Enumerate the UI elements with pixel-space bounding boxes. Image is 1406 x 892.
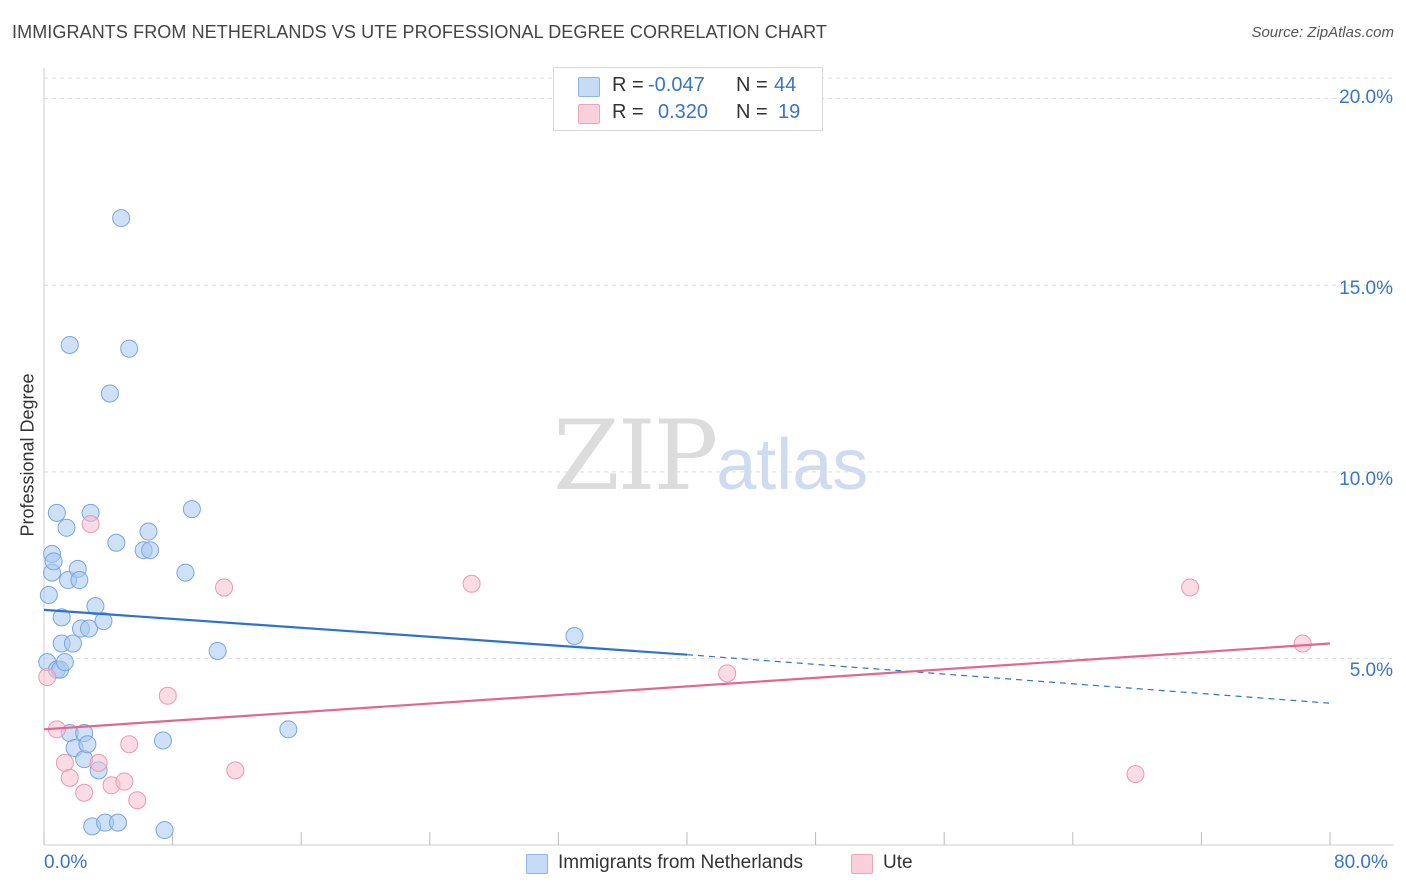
point-netherlands xyxy=(112,209,131,228)
legend-swatch-blue xyxy=(578,77,600,97)
source-credit: Source: ZipAtlas.com xyxy=(1251,24,1394,41)
watermark: ZIPatlas xyxy=(553,400,868,512)
point-ute xyxy=(158,686,177,705)
legend-swatch-blue xyxy=(526,854,548,874)
legend-swatch-pink xyxy=(578,104,600,124)
watermark-zip: ZIP xyxy=(553,400,718,512)
legend-n-value: 19 xyxy=(778,101,801,123)
point-ute xyxy=(1126,765,1145,784)
point-netherlands xyxy=(155,821,174,840)
point-ute xyxy=(215,578,234,597)
point-ute xyxy=(89,753,108,772)
point-netherlands xyxy=(107,533,126,552)
watermark-atlas: atlas xyxy=(716,425,869,505)
x-tick-label: 0.0% xyxy=(44,852,88,873)
point-netherlands xyxy=(70,571,89,590)
point-netherlands xyxy=(55,653,74,672)
point-ute xyxy=(75,783,94,802)
chart-title: IMMIGRANTS FROM NETHERLANDS VS UTE PROFE… xyxy=(12,22,827,42)
point-ute xyxy=(60,768,79,787)
point-ute xyxy=(115,772,134,791)
x-tick-label: 80.0% xyxy=(1334,852,1388,873)
point-netherlands xyxy=(279,720,298,739)
legend-n-value: 44 xyxy=(774,74,797,96)
y-tick-label: 20.0% xyxy=(1339,87,1393,108)
trend-line-netherlands-extension xyxy=(686,654,1331,704)
point-netherlands xyxy=(47,503,66,522)
point-netherlands xyxy=(57,518,76,537)
point-netherlands xyxy=(139,522,158,541)
correlation-legend: R = -0.047 N = 44 R = 0.320 N = 19 xyxy=(553,67,823,131)
point-ute xyxy=(1293,634,1312,653)
legend-swatch-pink xyxy=(851,854,873,874)
legend-r-value: -0.047 xyxy=(648,74,705,96)
legend-label: Immigrants from Netherlands xyxy=(558,852,803,873)
point-ute xyxy=(226,761,245,780)
point-netherlands xyxy=(63,634,82,653)
point-netherlands xyxy=(52,608,71,627)
point-ute xyxy=(38,668,57,687)
legend-r-label: R = xyxy=(612,101,644,123)
point-ute xyxy=(81,515,100,534)
legend-r-label: R = xyxy=(612,74,644,96)
point-netherlands xyxy=(80,619,99,638)
point-netherlands xyxy=(182,500,201,519)
y-tick-label: 5.0% xyxy=(1349,660,1393,681)
point-netherlands xyxy=(39,585,58,604)
point-netherlands xyxy=(176,563,195,582)
y-tick-label: 10.0% xyxy=(1339,469,1393,490)
legend-n-label: N = xyxy=(736,74,768,96)
point-netherlands xyxy=(94,612,113,631)
point-ute xyxy=(120,735,139,754)
point-netherlands xyxy=(208,641,227,660)
point-netherlands xyxy=(60,335,79,354)
point-netherlands xyxy=(78,735,97,754)
point-ute xyxy=(128,791,147,810)
point-ute xyxy=(1181,578,1200,597)
point-netherlands xyxy=(141,541,160,560)
point-netherlands xyxy=(108,813,127,832)
point-netherlands xyxy=(565,627,584,646)
point-netherlands xyxy=(120,339,139,358)
point-netherlands xyxy=(86,597,105,616)
point-ute xyxy=(718,664,737,683)
point-netherlands xyxy=(100,384,119,403)
legend-n-label: N = xyxy=(736,101,768,123)
trend-line-netherlands xyxy=(43,608,688,656)
y-tick-label: 15.0% xyxy=(1339,278,1393,299)
point-ute xyxy=(462,574,481,593)
point-netherlands xyxy=(44,552,63,571)
legend-label: Ute xyxy=(883,852,913,873)
trend-line-ute xyxy=(43,642,1331,731)
point-ute xyxy=(55,753,74,772)
legend-r-value: 0.320 xyxy=(658,101,709,123)
point-netherlands xyxy=(153,731,172,750)
